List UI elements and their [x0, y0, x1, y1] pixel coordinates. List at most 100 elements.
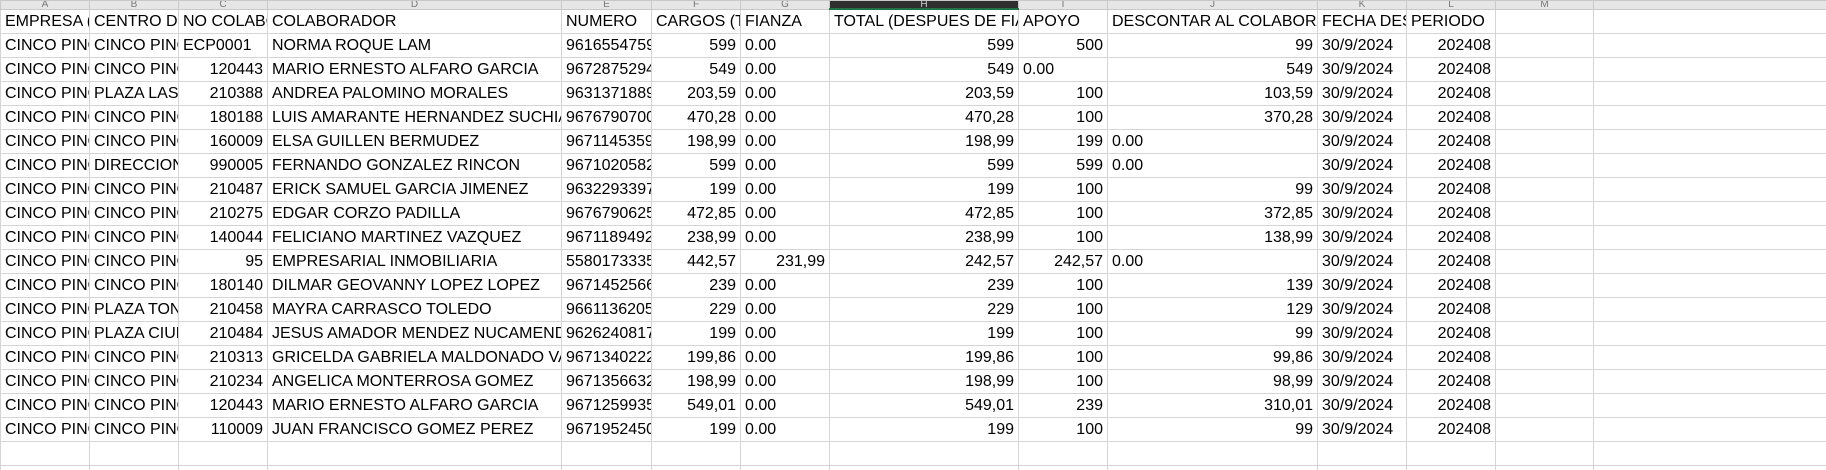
- cell-total[interactable]: 599: [829, 153, 1019, 178]
- cell-cargos[interactable]: 472,85: [651, 201, 741, 226]
- cell-total[interactable]: 199,86: [829, 345, 1019, 370]
- cell-no-colaborador[interactable]: 210458: [178, 297, 268, 322]
- empty-cell[interactable]: [1495, 417, 1594, 442]
- cell-centro[interactable]: CINCO PINOS: [89, 33, 179, 58]
- column-header-k[interactable]: K: [1317, 0, 1407, 10]
- cell-periodo[interactable]: 202408: [1406, 201, 1496, 226]
- cell-cargos[interactable]: 549,01: [651, 393, 741, 418]
- header-cell-apoyo[interactable]: APOYO: [1018, 8, 1108, 34]
- cell-cargos[interactable]: 442,57: [651, 249, 741, 274]
- column-header-m[interactable]: M: [1495, 0, 1594, 10]
- column-header-a[interactable]: A: [0, 0, 90, 10]
- cell-periodo[interactable]: 202408: [1406, 297, 1496, 322]
- cell-colaborador[interactable]: JESUS AMADOR MENDEZ NUCAMENDI: [267, 321, 562, 346]
- header-cell-fianza[interactable]: FIANZA: [740, 8, 830, 34]
- cell-numero[interactable]: 9631371889: [561, 81, 652, 106]
- empty-cell[interactable]: [1495, 201, 1594, 226]
- cell-descontar[interactable]: 99: [1107, 177, 1318, 202]
- cell-descontar[interactable]: 98,99: [1107, 369, 1318, 394]
- cell-empresa[interactable]: CINCO PINOS: [0, 297, 90, 322]
- cell-colaborador[interactable]: ANDREA PALOMINO MORALES: [267, 81, 562, 106]
- header-cell-fecha[interactable]: FECHA DESCU: [1317, 8, 1407, 34]
- cell-colaborador[interactable]: EDGAR CORZO PADILLA: [267, 201, 562, 226]
- empty-cell[interactable]: [1593, 369, 1826, 394]
- cell-centro[interactable]: CINCO PINOS: [89, 345, 179, 370]
- cell-no-colaborador[interactable]: 210388: [178, 81, 268, 106]
- cell-apoyo[interactable]: 100: [1018, 321, 1108, 346]
- empty-cell[interactable]: [1495, 345, 1594, 370]
- empty-cell[interactable]: [1495, 321, 1594, 346]
- cell-fianza[interactable]: 0.00: [740, 105, 830, 130]
- cell-fianza[interactable]: 0.00: [740, 201, 830, 226]
- empty-cell[interactable]: [1495, 393, 1594, 418]
- empty-cell[interactable]: [0, 441, 90, 466]
- cell-colaborador[interactable]: ERICK SAMUEL GARCIA JIMENEZ: [267, 177, 562, 202]
- column-header-e[interactable]: E: [561, 0, 652, 10]
- cell-empresa[interactable]: CINCO PINOS: [0, 201, 90, 226]
- cell-fecha[interactable]: 30/9/2024: [1317, 129, 1407, 154]
- empty-cell[interactable]: [1317, 465, 1407, 470]
- cell-descontar[interactable]: 310,01: [1107, 393, 1318, 418]
- cell-total[interactable]: 199: [829, 417, 1019, 442]
- empty-cell[interactable]: [829, 441, 1019, 466]
- empty-cell[interactable]: [0, 465, 90, 470]
- cell-apoyo[interactable]: 100: [1018, 81, 1108, 106]
- cell-empresa[interactable]: CINCO PINOS: [0, 225, 90, 250]
- cell-descontar[interactable]: 370,28: [1107, 105, 1318, 130]
- header-cell-colaborador[interactable]: COLABORADOR: [267, 8, 562, 34]
- cell-numero[interactable]: 9626240817: [561, 321, 652, 346]
- cell-fecha[interactable]: 30/9/2024: [1317, 321, 1407, 346]
- empty-cell[interactable]: [1593, 249, 1826, 274]
- cell-apoyo[interactable]: 599: [1018, 153, 1108, 178]
- cell-total[interactable]: 199: [829, 321, 1019, 346]
- cell-empresa[interactable]: CINCO PINOS: [0, 249, 90, 274]
- cell-centro[interactable]: CINCO PINOS: [89, 273, 179, 298]
- cell-centro[interactable]: PLAZA TONAL: [89, 297, 179, 322]
- cell-colaborador[interactable]: GRICELDA GABRIELA MALDONADO VAZQUEZ: [267, 345, 562, 370]
- cell-apoyo[interactable]: 100: [1018, 177, 1108, 202]
- cell-periodo[interactable]: 202408: [1406, 33, 1496, 58]
- cell-descontar[interactable]: 99: [1107, 321, 1318, 346]
- cell-colaborador[interactable]: FERNANDO GONZALEZ RINCON: [267, 153, 562, 178]
- column-header-b[interactable]: B: [89, 0, 179, 10]
- cell-descontar[interactable]: 138,99: [1107, 225, 1318, 250]
- cell-apoyo[interactable]: 242,57: [1018, 249, 1108, 274]
- empty-cell[interactable]: [267, 441, 562, 466]
- header-cell-descontar[interactable]: DESCONTAR AL COLABORADOR: [1107, 8, 1318, 34]
- cell-no-colaborador[interactable]: 120443: [178, 57, 268, 82]
- cell-apoyo[interactable]: 500: [1018, 33, 1108, 58]
- cell-centro[interactable]: CINCO PINOS: [89, 129, 179, 154]
- cell-periodo[interactable]: 202408: [1406, 81, 1496, 106]
- empty-cell[interactable]: [1495, 441, 1594, 466]
- column-header-f[interactable]: F: [651, 0, 741, 10]
- cell-empresa[interactable]: CINCO PINOS: [0, 153, 90, 178]
- cell-numero[interactable]: 9676790625: [561, 201, 652, 226]
- empty-cell[interactable]: [1495, 297, 1594, 322]
- cell-centro[interactable]: CINCO PINOS: [89, 177, 179, 202]
- column-header-i[interactable]: I: [1018, 0, 1108, 10]
- column-header-g[interactable]: G: [740, 0, 830, 10]
- cell-fianza[interactable]: 0.00: [740, 297, 830, 322]
- empty-cell[interactable]: [1495, 177, 1594, 202]
- cell-fecha[interactable]: 30/9/2024: [1317, 201, 1407, 226]
- cell-no-colaborador[interactable]: 210234: [178, 369, 268, 394]
- cell-numero[interactable]: 9671452566: [561, 273, 652, 298]
- cell-apoyo[interactable]: 100: [1018, 225, 1108, 250]
- cell-numero[interactable]: 9671020582: [561, 153, 652, 178]
- cell-centro[interactable]: DIRECCION G: [89, 153, 179, 178]
- empty-cell[interactable]: [1018, 441, 1108, 466]
- header-cell-periodo[interactable]: PERIODO: [1406, 8, 1496, 34]
- cell-centro[interactable]: CINCO PINOS: [89, 201, 179, 226]
- empty-cell[interactable]: [1593, 57, 1826, 82]
- empty-cell[interactable]: [1593, 81, 1826, 106]
- cell-descontar[interactable]: 139: [1107, 273, 1318, 298]
- cell-total[interactable]: 239: [829, 273, 1019, 298]
- empty-cell[interactable]: [1018, 465, 1108, 470]
- cell-empresa[interactable]: CINCO PINOS: [0, 57, 90, 82]
- empty-cell[interactable]: [1593, 465, 1826, 470]
- cell-cargos[interactable]: 199: [651, 417, 741, 442]
- cell-cargos[interactable]: 239: [651, 273, 741, 298]
- header-cell-centro[interactable]: CENTRO DE C: [89, 8, 179, 34]
- cell-apoyo[interactable]: 100: [1018, 297, 1108, 322]
